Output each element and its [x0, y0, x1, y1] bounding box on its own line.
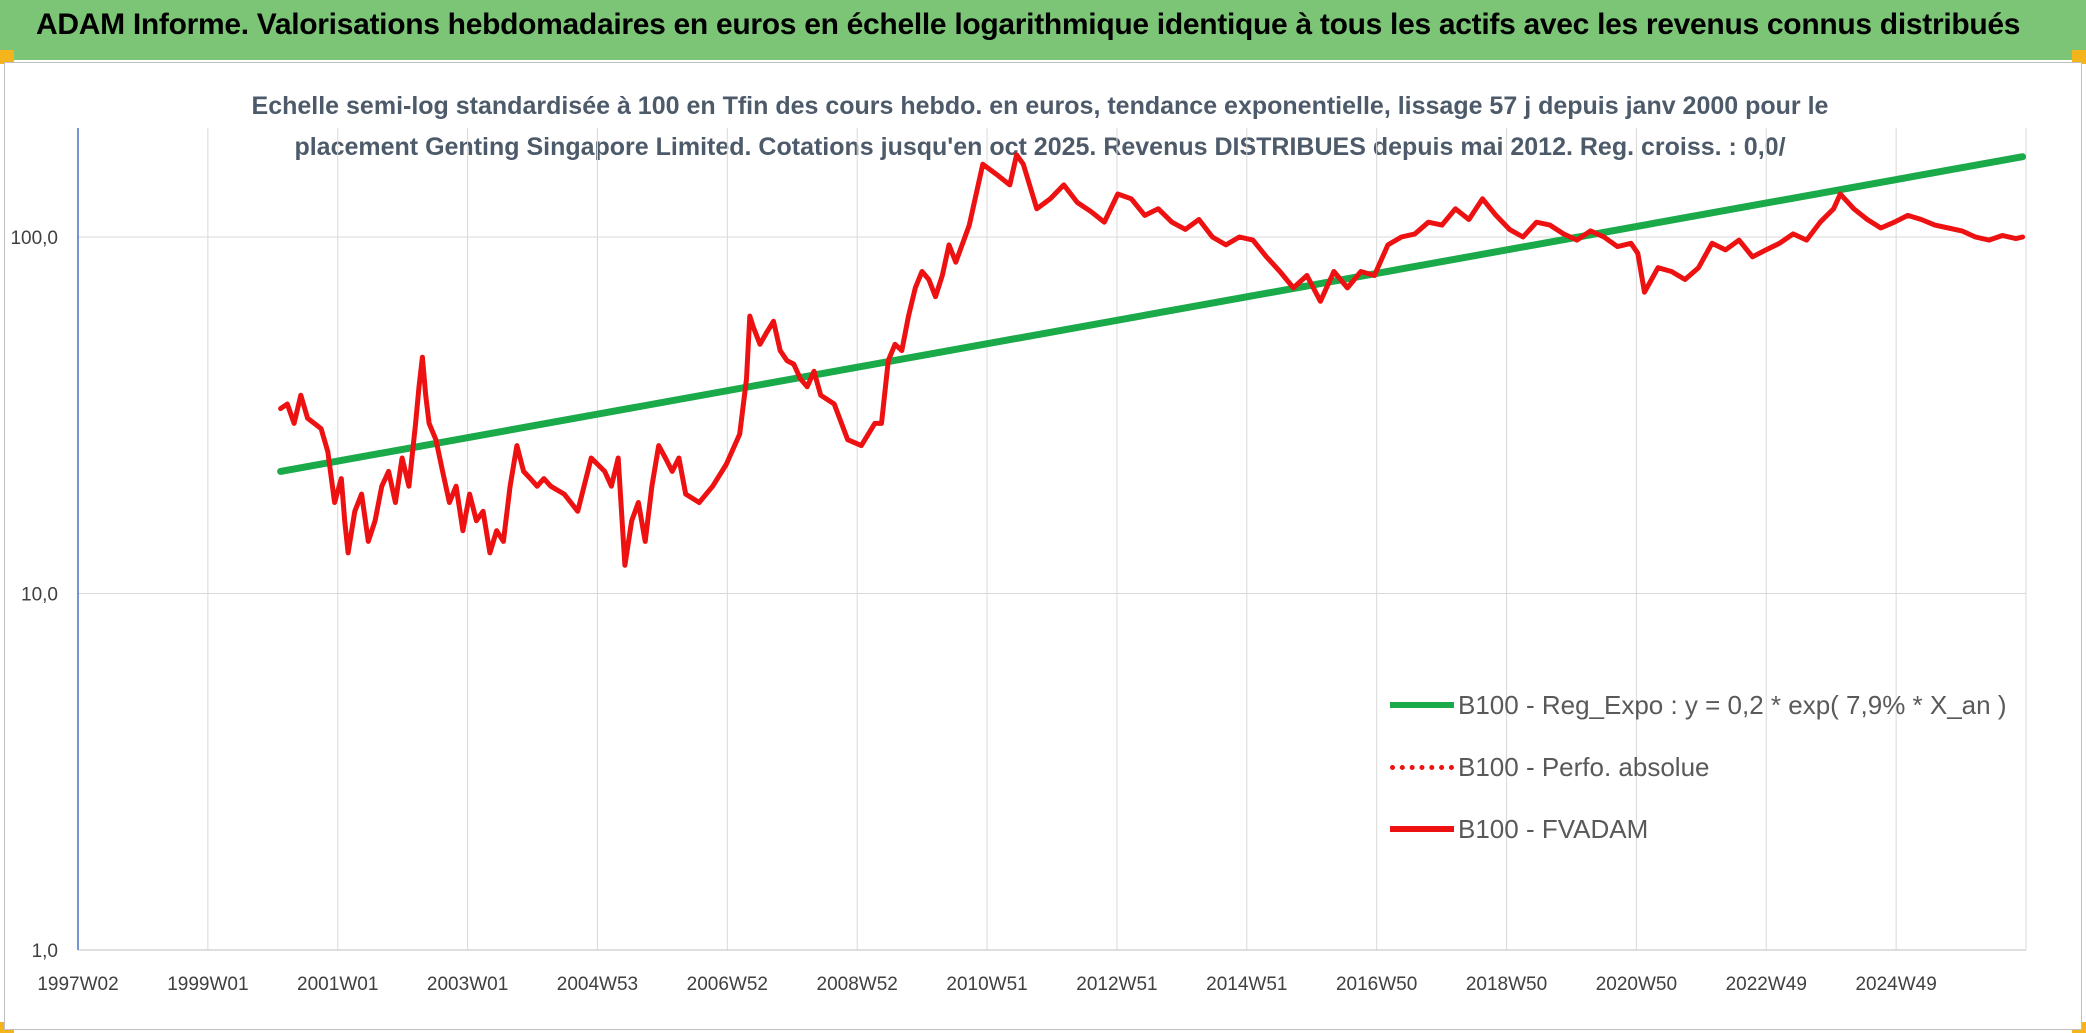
chart-grid [78, 128, 2027, 950]
chart-series [277, 152, 2027, 568]
x-tick-label: 1997W02 [37, 974, 118, 995]
header-banner: ADAM Informe. Valorisations hebdomadaire… [0, 0, 2086, 60]
legend-swatch-red-line [1390, 826, 1454, 832]
y-tick-label: 10,0 [21, 585, 58, 606]
x-tick-label: 2012W51 [1076, 974, 1157, 995]
chart-axes [77, 128, 2026, 951]
legend-label-regression: B100 - Reg_Expo : y = 0,2 * exp( 7,9% * … [1458, 689, 2007, 720]
series-fvadam-line [278, 152, 2026, 568]
x-tick-label: 2010W51 [946, 974, 1027, 995]
x-axis-ticks: 1997W02 1999W01 2001W01 2003W01 2004W53 2006W… [37, 974, 1936, 995]
legend-item-fvadam: B100 - FVADAM [1390, 809, 1648, 849]
chart-title-line-1: Echelle semi-log standardisée à 100 en T… [251, 92, 1829, 120]
x-tick-label: 2014W51 [1206, 974, 1287, 995]
legend-label-fvadam: B100 - FVADAM [1458, 813, 1649, 844]
x-tick-label: 2006W52 [687, 974, 768, 995]
x-tick-label: 2008W52 [817, 974, 898, 995]
x-tick-label: 2003W01 [427, 974, 508, 995]
x-tick-label: 2022W49 [1726, 974, 1807, 995]
x-tick-label: 1999W01 [167, 974, 248, 995]
legend-swatch-dotted-red-line [1390, 764, 1454, 770]
chart-title: Echelle semi-log standardisée à 100 en T… [240, 86, 1840, 168]
x-tick-label: 2024W49 [1855, 974, 1936, 995]
page-title: ADAM Informe. Valorisations hebdomadaire… [36, 8, 2021, 41]
legend-label-perfo: B100 - Perfo. absolue [1458, 751, 1710, 782]
x-tick-label: 2020W50 [1596, 974, 1677, 995]
y-tick-label: 100,0 [10, 228, 58, 249]
legend-item-regression: B100 - Reg_Expo : y = 0,2 * exp( 7,9% * … [1390, 685, 2007, 725]
x-tick-label: 2018W50 [1466, 974, 1547, 995]
x-tick-label: 2004W53 [557, 974, 638, 995]
corner-mark-top-right [2072, 50, 2086, 64]
legend-swatch-green-line [1390, 702, 1454, 708]
corner-mark-top-left [0, 50, 14, 64]
x-tick-label: 2001W01 [297, 974, 378, 995]
legend-item-perfo: B100 - Perfo. absolue [1390, 747, 1710, 787]
x-tick-label: 2016W50 [1336, 974, 1417, 995]
y-tick-label: 1,0 [32, 941, 58, 962]
chart-title-line-2: placement Genting Singapore Limited. Cot… [294, 133, 1786, 161]
y-axis-ticks: 1,0 10,0 100,0 [10, 228, 58, 962]
series-regression-line [277, 153, 2027, 475]
